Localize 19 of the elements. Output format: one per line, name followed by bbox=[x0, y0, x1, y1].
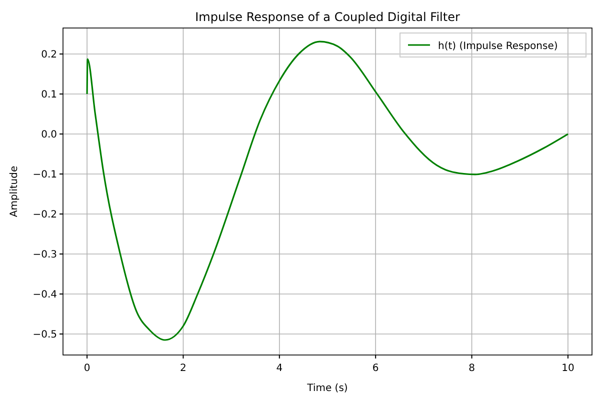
y-tick-label: −0.5 bbox=[32, 330, 57, 340]
y-tick-label: 0.1 bbox=[41, 90, 57, 100]
y-tick-label: −0.2 bbox=[32, 210, 57, 220]
x-tick-label: 10 bbox=[562, 363, 574, 374]
x-tick-label: 2 bbox=[180, 363, 186, 374]
x-tick-label: 4 bbox=[276, 363, 283, 374]
x-tick-label: 6 bbox=[372, 363, 379, 374]
line-series bbox=[86, 40, 569, 341]
x-tick-label: 8 bbox=[468, 363, 475, 374]
x-axis-title: Time (s) bbox=[306, 383, 348, 394]
legend-label: h(t) (Impulse Response) bbox=[438, 41, 558, 52]
y-tick-label: −0.1 bbox=[32, 170, 57, 180]
y-tick-label: −0.3 bbox=[32, 250, 57, 260]
y-axis-title: Amplitude bbox=[9, 166, 20, 218]
y-tick-label: 0.0 bbox=[41, 130, 57, 140]
x-tick-label: 0 bbox=[84, 363, 90, 374]
y-tick-label: 0.2 bbox=[41, 50, 57, 60]
y-tick-label: −0.4 bbox=[32, 290, 57, 300]
chart-title: Impulse Response of a Coupled Digital Filter bbox=[195, 10, 460, 24]
